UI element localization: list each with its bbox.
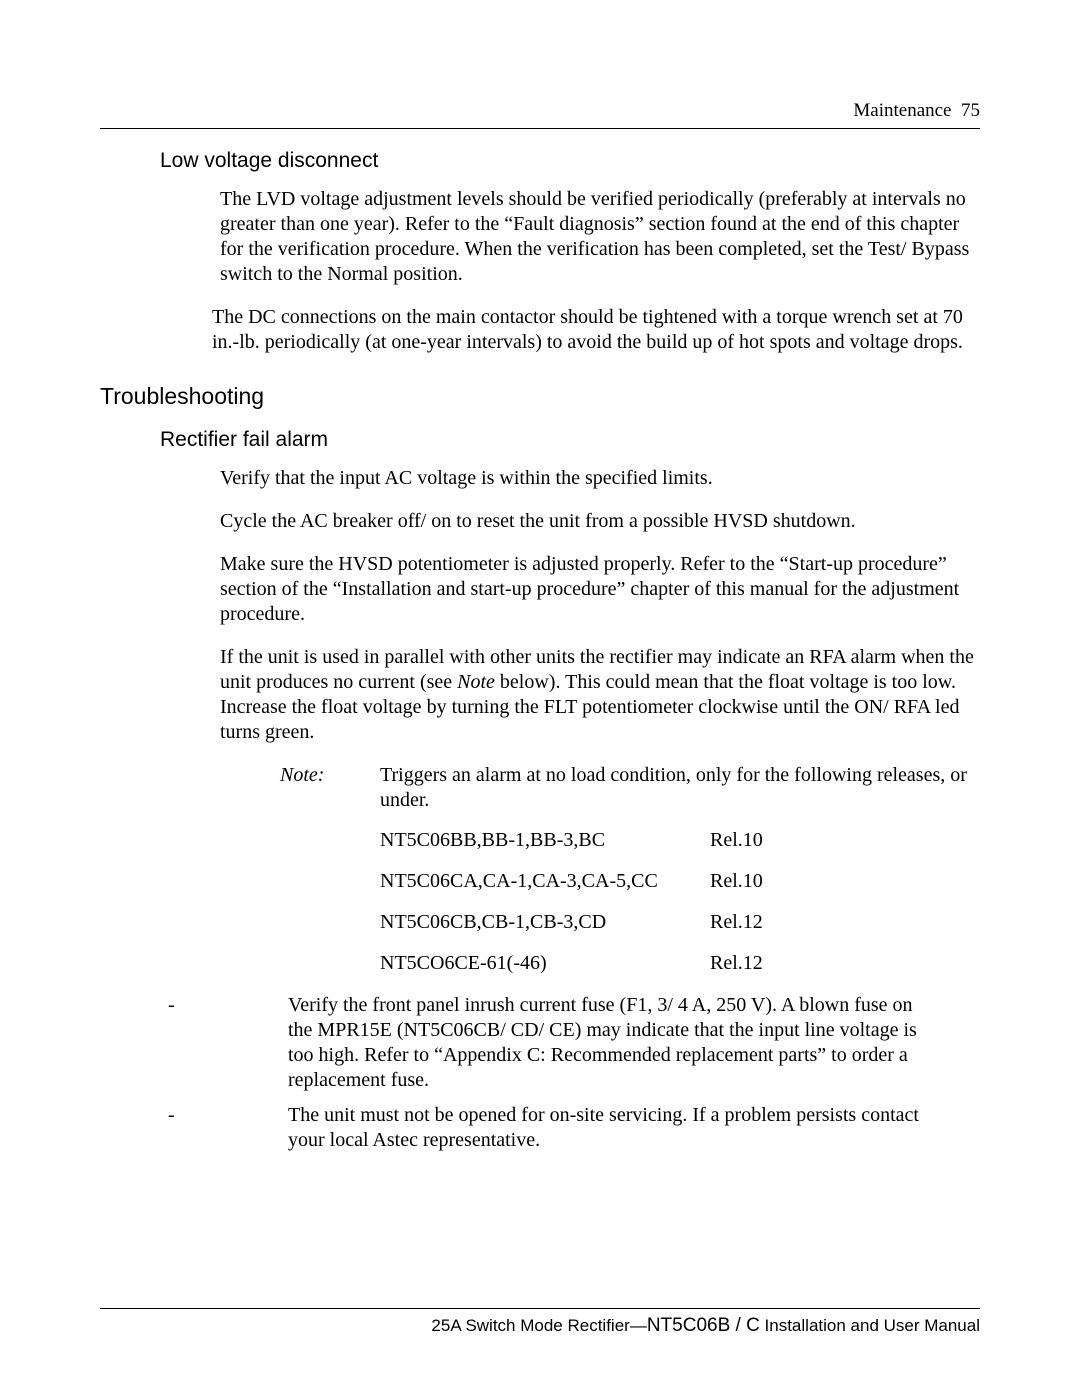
release-version: Rel.12 [710,911,763,934]
page-footer: 25A Switch Mode Rectifier—NT5C06B / C In… [100,1308,980,1337]
dash-text: The unit must not be opened for on-site … [288,1103,980,1153]
release-row: NT5CO6CE-61(-46) Rel.12 [380,952,980,975]
paragraph-lvd-2: The DC connections on the main contactor… [212,305,980,355]
heading-lvd: Low voltage disconnect [160,149,980,173]
page-header: Maintenance 75 [100,100,980,129]
heading-rfa: Rectifier fail alarm [160,428,980,452]
release-row: NT5C06BB,BB-1,BB-3,BC Rel.10 [380,829,980,852]
paragraph-rfa-3: Make sure the HVSD potentiometer is adju… [220,552,980,627]
inline-note-word: Note [457,671,495,693]
release-model: NT5C06BB,BB-1,BB-3,BC [380,829,710,852]
header-page-number: 75 [961,100,980,121]
heading-troubleshooting: Troubleshooting [100,383,980,410]
document-page: Maintenance 75 Low voltage disconnect Th… [0,0,1080,1397]
note-label: Note: [280,763,380,813]
note-block: Note: Triggers an alarm at no load condi… [280,763,980,975]
release-row: NT5C06CA,CA-1,CA-3,CA-5,CC Rel.10 [380,870,980,893]
release-model: NT5CO6CE-61(-46) [380,952,710,975]
release-row: NT5C06CB,CB-1,CB-3,CD Rel.12 [380,911,980,934]
dash-marker: - [168,993,288,1093]
list-item: - The unit must not be opened for on-sit… [168,1103,980,1153]
footer-rule [100,1308,980,1309]
paragraph-rfa-2: Cycle the AC breaker off/ on to reset th… [220,509,980,534]
paragraph-lvd-1: The LVD voltage adjustment levels should… [220,187,980,287]
paragraph-rfa-4: If the unit is used in parallel with oth… [220,645,980,745]
header-section: Maintenance [853,100,951,121]
footer-product-code: NT5C06B / C [647,1315,760,1336]
dash-list: - Verify the front panel inrush current … [168,993,980,1153]
release-version: Rel.10 [710,870,763,893]
dash-text: Verify the front panel inrush current fu… [288,993,980,1093]
footer-suffix: Installation and User Manual [760,1316,980,1335]
release-model: NT5C06CA,CA-1,CA-3,CA-5,CC [380,870,710,893]
release-version: Rel.12 [710,952,763,975]
list-item: - Verify the front panel inrush current … [168,993,980,1093]
note-row: Note: Triggers an alarm at no load condi… [280,763,980,813]
release-version: Rel.10 [710,829,763,852]
note-text: Triggers an alarm at no load condition, … [380,763,980,813]
paragraph-rfa-1: Verify that the input AC voltage is with… [220,466,980,491]
footer-prefix: 25A Switch Mode Rectifier— [431,1316,646,1335]
dash-marker: - [168,1103,288,1153]
release-model: NT5C06CB,CB-1,CB-3,CD [380,911,710,934]
